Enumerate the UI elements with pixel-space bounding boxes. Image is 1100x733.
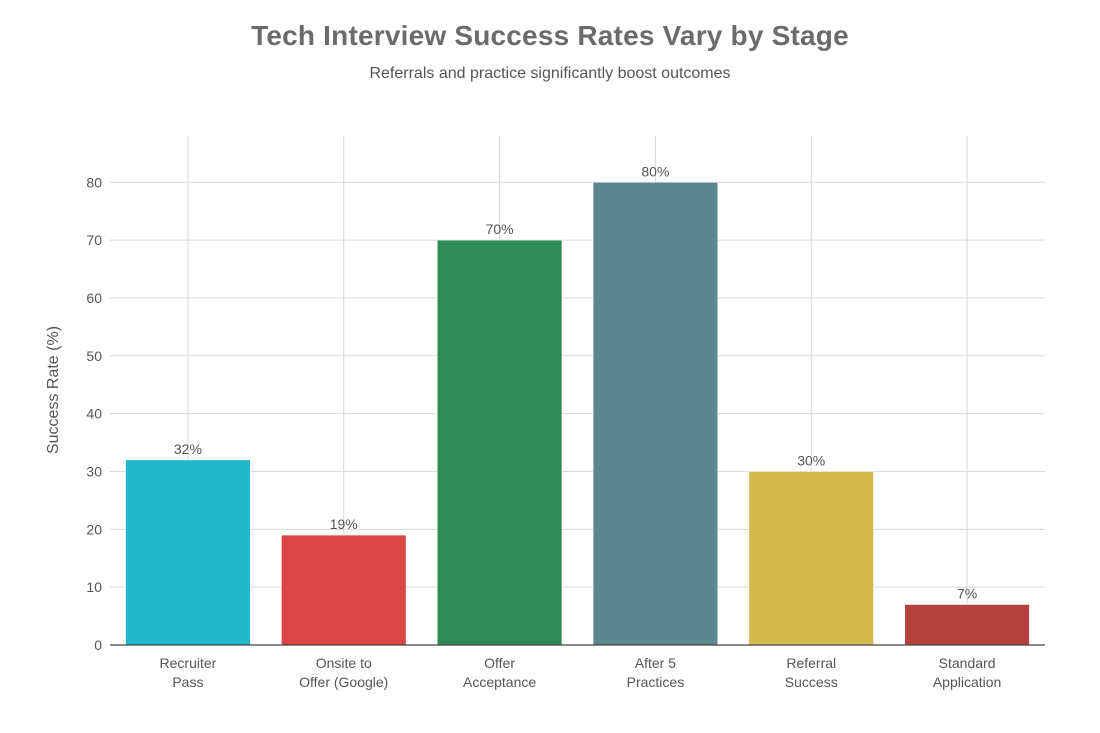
- y-tick-labels: 0 10 20 30 40 50 60 70 80: [86, 174, 102, 653]
- bar: [748, 471, 874, 646]
- x-tick-label: Application: [933, 674, 1002, 690]
- x-tick-labels: Recruiter Pass Onsite to Offer (Google) Offe…: [160, 655, 1002, 690]
- y-tick-label: 50: [86, 348, 102, 364]
- data-label: 80%: [641, 163, 669, 179]
- chart-subtitle: Referrals and practice significantly boo…: [369, 65, 731, 82]
- bar: [904, 604, 1030, 646]
- y-tick-label: 0: [94, 637, 102, 653]
- data-label: 19%: [330, 516, 358, 532]
- data-label: 30%: [797, 452, 825, 468]
- x-tick-label: Offer: [484, 655, 515, 671]
- x-tick-label: Referral: [786, 655, 836, 671]
- bar: [281, 534, 407, 646]
- bars: [125, 182, 1030, 646]
- y-tick-label: 80: [86, 174, 102, 190]
- bar: [592, 182, 718, 646]
- x-tick-label: Onsite to: [316, 655, 372, 671]
- y-tick-label: 20: [86, 521, 102, 537]
- x-tick-label: Success: [785, 674, 838, 690]
- bar: [437, 239, 563, 646]
- x-tick-label: Acceptance: [463, 674, 536, 690]
- y-tick-label: 10: [86, 579, 102, 595]
- x-tick-label: After 5: [635, 655, 676, 671]
- y-tick-label: 70: [86, 232, 102, 248]
- y-tick-label: 40: [86, 406, 102, 422]
- x-tick-label: Offer (Google): [299, 674, 388, 690]
- x-tick-label: Practices: [627, 674, 685, 690]
- x-tick-label: Pass: [172, 674, 203, 690]
- x-tick-label: Recruiter: [160, 655, 217, 671]
- y-tick-label: 30: [86, 463, 102, 479]
- data-label: 70%: [486, 221, 514, 237]
- data-labels: 32% 19% 70% 80% 30% 7%: [174, 163, 977, 601]
- y-axis-title: Success Rate (%): [45, 326, 62, 454]
- chart-title: Tech Interview Success Rates Vary by Sta…: [251, 20, 849, 51]
- y-tick-label: 60: [86, 290, 102, 306]
- x-tick-label: Standard: [939, 655, 996, 671]
- bar: [125, 459, 251, 646]
- data-label: 7%: [957, 586, 977, 602]
- data-label: 32%: [174, 441, 202, 457]
